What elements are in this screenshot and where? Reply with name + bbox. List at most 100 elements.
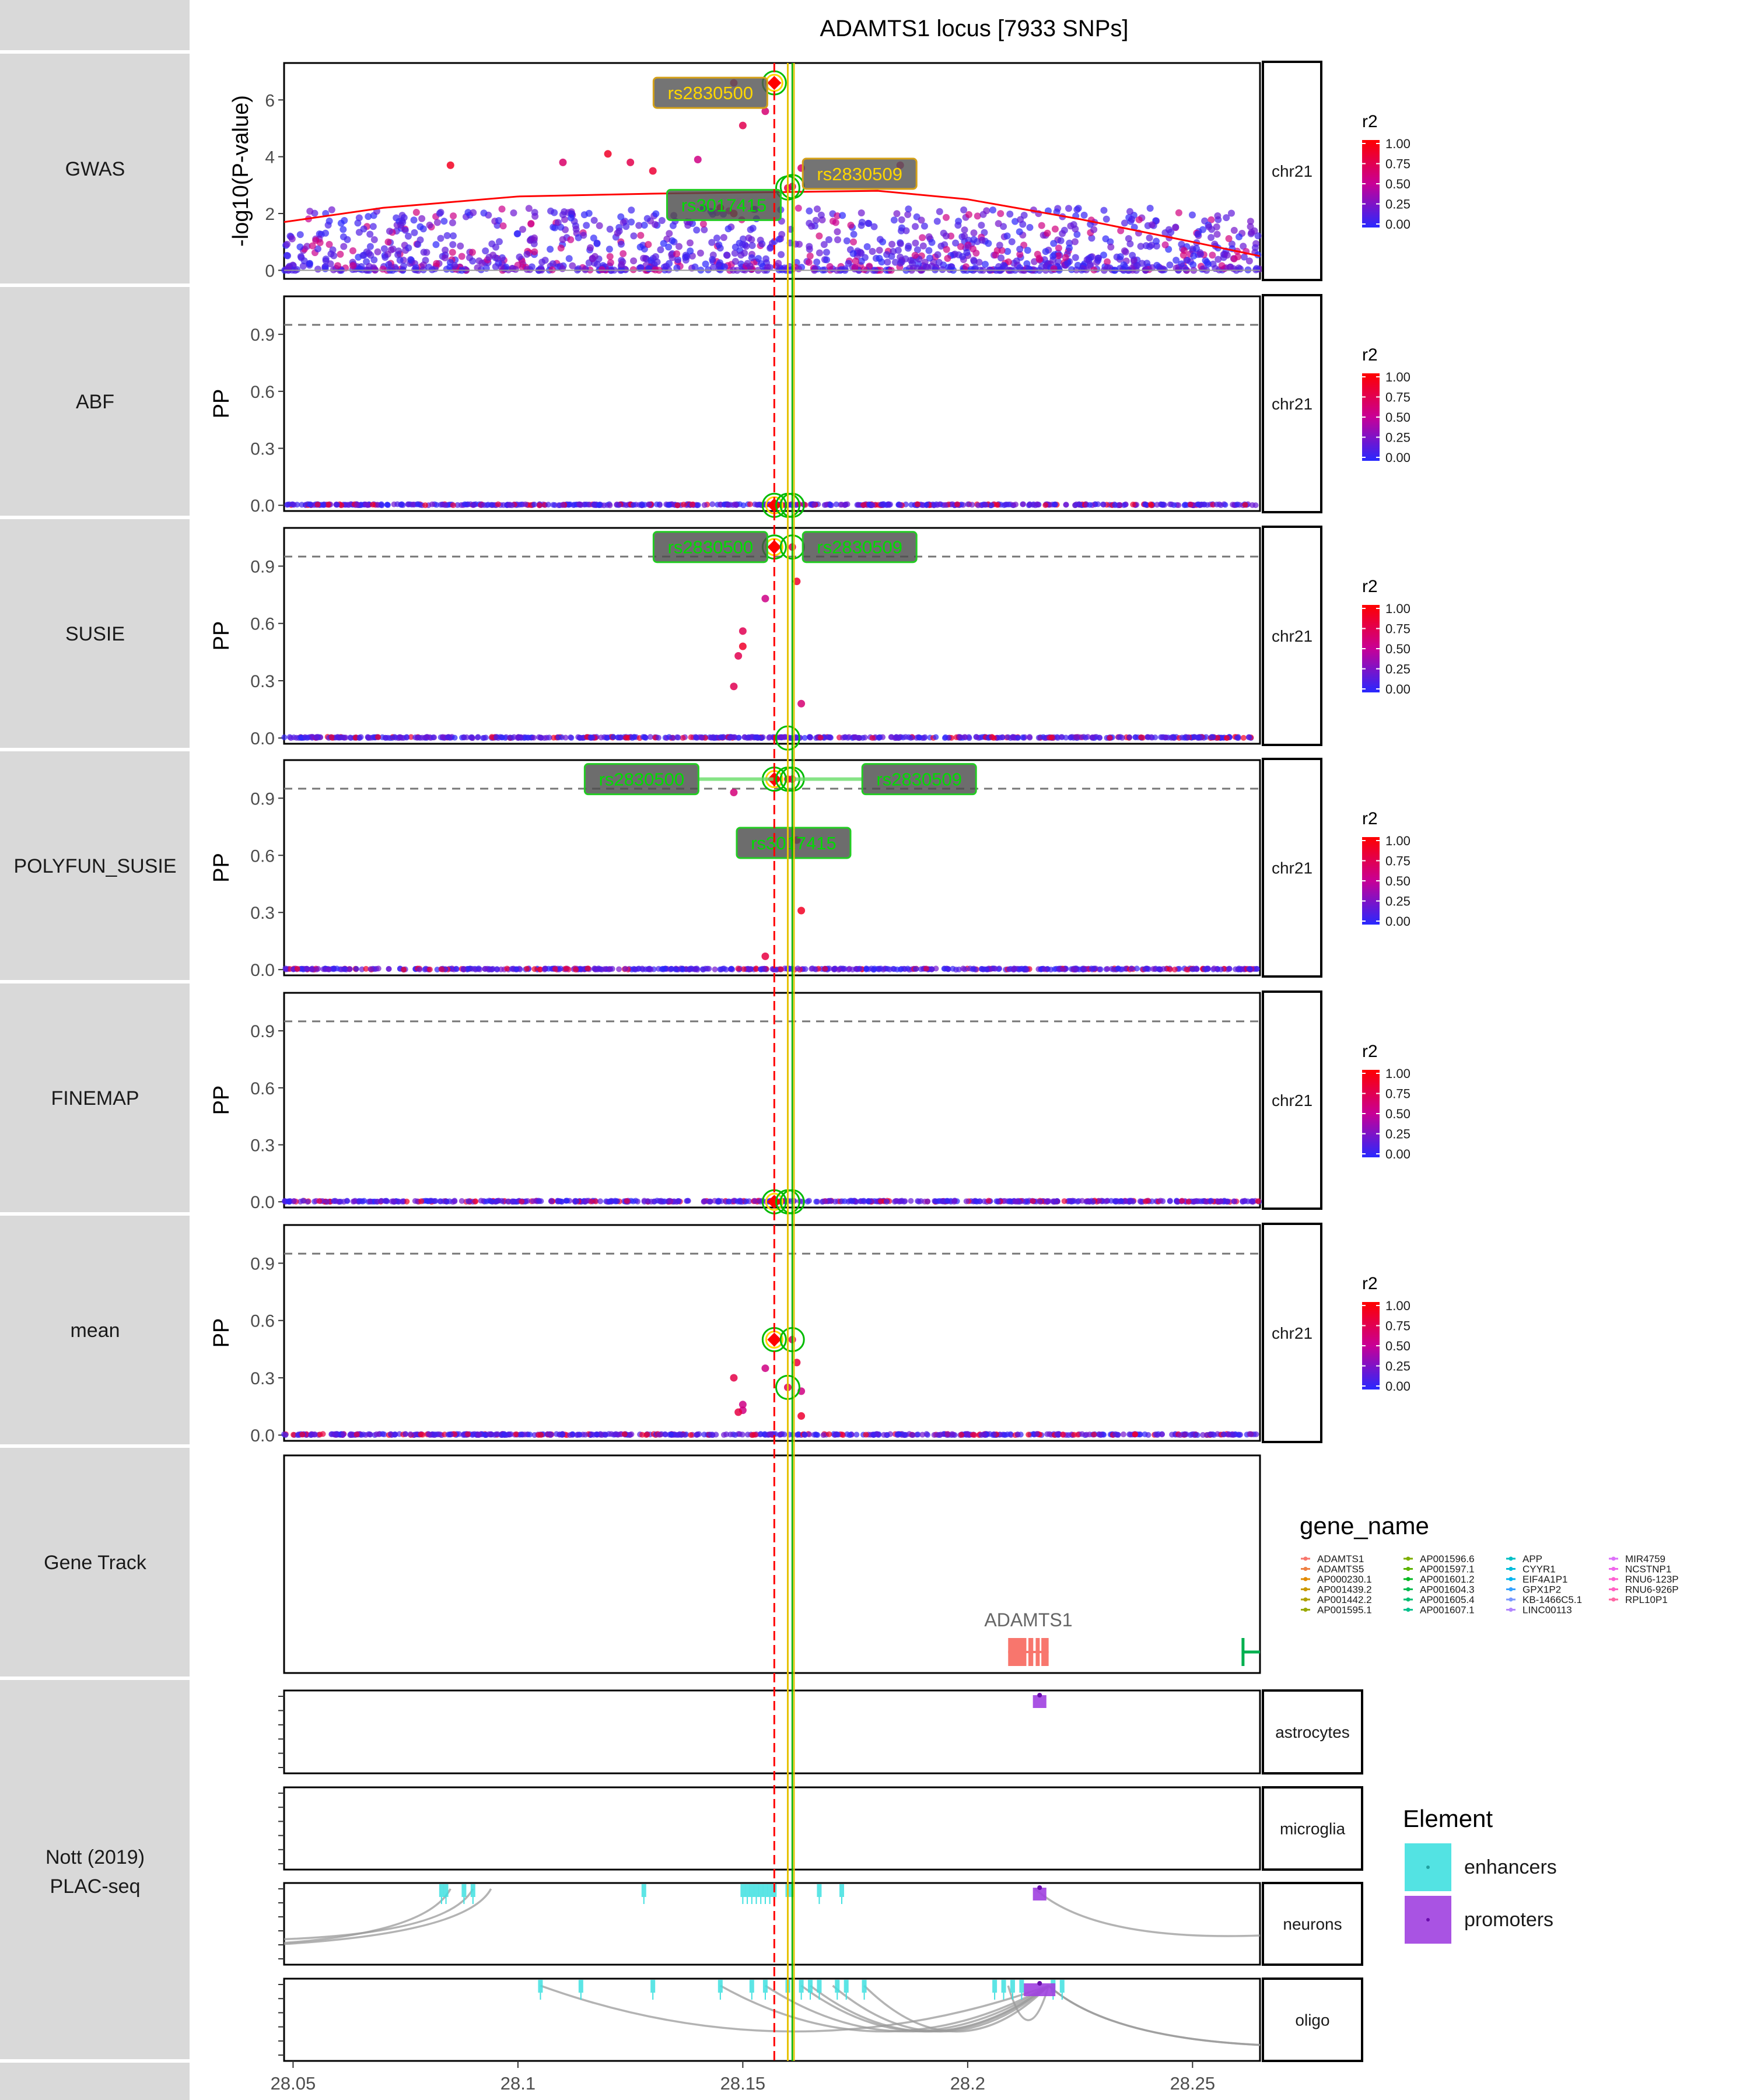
snp-point	[616, 966, 622, 972]
snp-point	[700, 220, 707, 228]
snp-point	[897, 260, 904, 267]
snp-point	[932, 1432, 937, 1438]
snp-point	[452, 1198, 457, 1203]
snp-point	[382, 254, 388, 261]
x-tick-label: 28.2	[950, 2073, 985, 2094]
enhancer-mark	[750, 1884, 754, 1897]
snp-point	[1060, 1432, 1066, 1437]
snp-point	[795, 265, 802, 272]
snp-point	[1001, 263, 1008, 270]
enhancer-mark	[650, 1980, 655, 1993]
snp-point	[747, 262, 754, 270]
snp-point	[1121, 247, 1128, 254]
snp-point	[436, 210, 443, 217]
snp-point	[766, 244, 774, 251]
element-legend-title: Element	[1403, 1805, 1493, 1832]
snp-point	[592, 253, 598, 260]
snp-point	[411, 229, 418, 236]
snp-point	[894, 1198, 900, 1204]
r2-tick-label: 0.00	[1385, 217, 1410, 232]
snp-point	[354, 1432, 360, 1437]
snp-point	[530, 1198, 536, 1204]
snp-point	[732, 250, 738, 257]
snp-point	[494, 966, 500, 972]
snp-peak-point	[447, 162, 454, 169]
r2-tick-label: 0.50	[1385, 874, 1410, 888]
snp-point	[502, 1431, 508, 1437]
snp-point	[884, 1199, 890, 1205]
snp-point	[1242, 502, 1248, 508]
snp-point	[1147, 205, 1154, 212]
snp-point	[510, 209, 517, 216]
snp-point	[694, 1432, 699, 1438]
snp-point	[371, 236, 378, 243]
snp-point	[951, 1199, 957, 1205]
snp-point	[1044, 230, 1051, 237]
snp-point	[575, 265, 582, 272]
gene-legend-dot	[1509, 1557, 1513, 1561]
snp-point	[547, 208, 554, 215]
gene-legend-label: GPX1P2	[1522, 1584, 1561, 1595]
enhancer-mark	[763, 1884, 768, 1897]
nott-strip-label: PLAC-seq	[50, 1875, 141, 1898]
snp-point	[383, 1198, 389, 1204]
snp-point	[1003, 502, 1009, 508]
snp-point	[1072, 254, 1079, 261]
snp-point	[1145, 1432, 1151, 1438]
snp-point	[943, 214, 950, 221]
x-axis: 28.05 28.1 28.15 28.2 28.25	[271, 2061, 1216, 2094]
snp-point	[606, 246, 613, 253]
r2-legend: r21.000.750.500.250.00	[1362, 577, 1410, 696]
snp-point	[422, 502, 428, 508]
fine-mapping-tracks: 0246-log10(P-value)rs2830500rs2830509rs3…	[209, 62, 1321, 1446]
snp-point	[795, 965, 801, 971]
enhancer-mark	[839, 1884, 844, 1897]
facet-label: chr21	[1272, 1091, 1312, 1110]
snp-point	[469, 257, 476, 264]
snp-point	[795, 205, 802, 212]
snp-point	[593, 240, 600, 247]
snp-point	[1218, 967, 1224, 972]
snp-point	[733, 502, 739, 508]
snp-point	[1142, 966, 1148, 972]
gene-legend-dot	[1406, 1598, 1410, 1602]
snp-point	[995, 220, 1002, 227]
snp-point	[354, 502, 360, 508]
r2-tick-label: 0.75	[1385, 1319, 1410, 1334]
snp-point	[351, 1199, 356, 1205]
snp-point	[1200, 1432, 1206, 1438]
snp-point	[440, 734, 446, 740]
snp-point	[486, 1432, 492, 1437]
snp-point	[547, 734, 552, 740]
snp-point	[598, 734, 604, 740]
snp-point	[519, 1199, 524, 1205]
snp-point	[563, 735, 569, 741]
snp-point	[1186, 1199, 1192, 1205]
snp-point	[466, 1198, 471, 1204]
snp-point	[1202, 966, 1208, 972]
snp-point	[921, 223, 928, 230]
snp-point	[408, 1432, 414, 1437]
snp-point	[656, 735, 662, 741]
snp-point	[1118, 1198, 1124, 1204]
snp-peak-point	[739, 122, 747, 130]
gene-legend-label: AP001595.1	[1317, 1605, 1372, 1616]
snp-point	[844, 237, 850, 244]
snp-point	[691, 264, 698, 271]
snp-point	[1037, 1199, 1043, 1205]
snp-point	[896, 1432, 902, 1437]
legends: r21.000.750.500.250.00r21.000.750.500.25…	[1300, 112, 1679, 1944]
snp-label-text: rs2830509	[876, 769, 962, 790]
gene-legend-label: AP001597.1	[1420, 1564, 1475, 1575]
snp-point	[622, 1432, 628, 1437]
track-strip-label: mean	[70, 1320, 120, 1342]
r2-tick-label: 0.75	[1385, 390, 1410, 405]
r2-tick-label: 0.25	[1385, 430, 1410, 445]
snp-point	[806, 208, 813, 215]
snp-point	[926, 254, 933, 261]
snp-point	[317, 239, 324, 246]
snp-point	[960, 206, 967, 214]
snp-point	[299, 1432, 305, 1437]
snp-point	[1126, 208, 1133, 215]
snp-point	[524, 966, 530, 972]
